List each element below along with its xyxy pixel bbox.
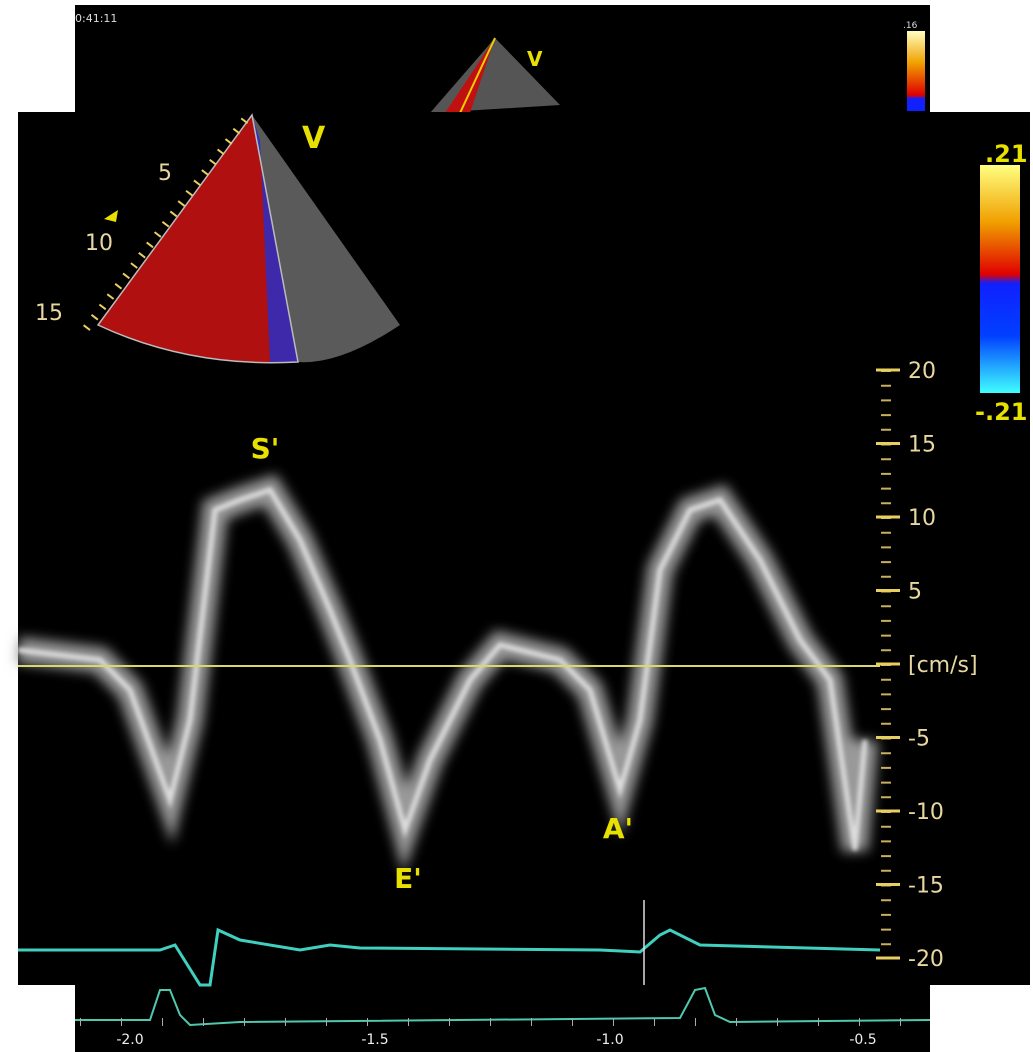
velocity-label: 5 [908,580,922,605]
velocity-label: 15 [908,433,936,458]
wave-label: S' [251,432,280,465]
time-label: -1.0 [596,1032,623,1048]
velocity-label: -10 [908,800,944,825]
scale-max: .16 [903,21,918,31]
velocity-label: -20 [908,947,944,972]
color-bar [907,31,925,111]
wave-label: E' [394,862,422,895]
velocity-label: -15 [908,874,944,899]
ultrasound-screen: 0:41:11 .16 V -2.0 -1.5 -1.0 -0.5 V 5 10 15 .… [0,0,1033,1052]
timestamp: 0:41:11 [75,12,117,25]
depth-label: 5 [158,161,172,186]
velocity-label: -5 [908,727,930,752]
view-label: V [302,121,326,156]
velocity-label: 10 [908,506,936,531]
velocity-label: 20 [908,359,936,384]
view-label: V [527,47,543,71]
color-scale-min: -.21 [975,398,1027,426]
time-label: -1.5 [361,1032,388,1048]
color-scale-max: .21 [985,140,1028,168]
color-bar [980,165,1020,393]
depth-label: 10 [85,231,113,256]
time-label: -2.0 [116,1032,143,1048]
wave-label: A' [603,812,633,845]
velocity-label: [cm/s] [908,653,978,678]
depth-label: 15 [35,301,63,326]
time-label: -0.5 [849,1032,876,1048]
